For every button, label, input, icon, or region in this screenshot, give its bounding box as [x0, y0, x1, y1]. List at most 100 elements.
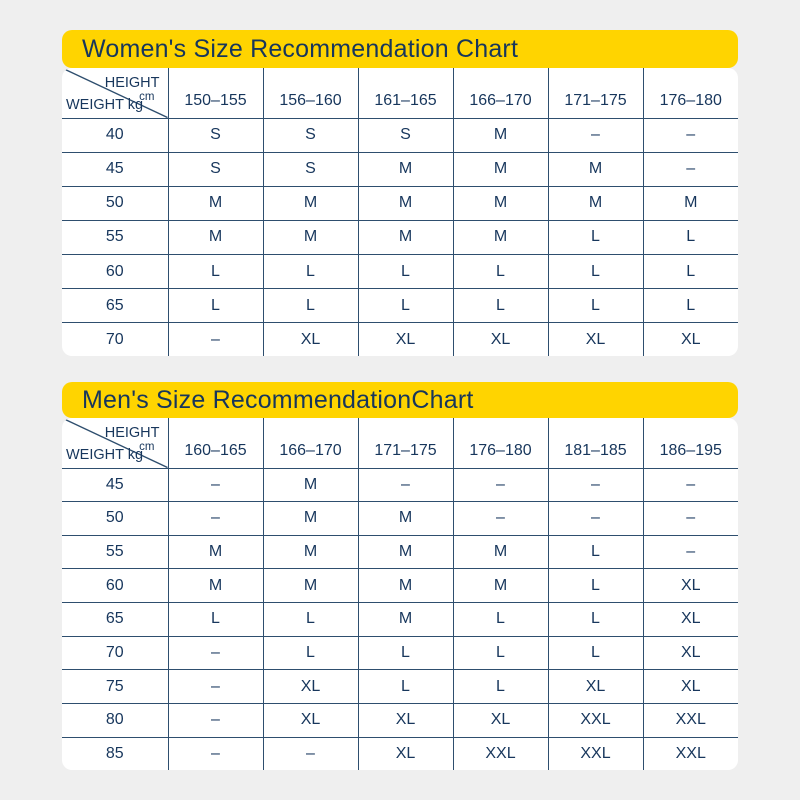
size-cell: L	[547, 602, 643, 637]
size-cell: M	[452, 117, 548, 153]
mens-chart-title: Men's Size RecommendationChart	[82, 385, 474, 414]
height-axis-label: HEIGHT	[104, 425, 160, 441]
table-row: 65 L L M L L XL	[62, 602, 738, 637]
table-row: 60 M M M M L XL	[62, 568, 738, 603]
col-header-height: 161–165	[357, 68, 453, 118]
size-cell: –	[547, 501, 643, 536]
table-row: 40 S S S M – –	[62, 117, 738, 153]
table-row: 75– XL L L XL XL	[62, 669, 738, 704]
womens-size-table: HEIGHT cm WEIGHT kg 150–155 156–160 161–…	[62, 68, 738, 356]
row-header-weight: 80	[62, 702, 168, 738]
row-header-weight: 70	[62, 322, 168, 356]
size-cell: XL	[357, 322, 453, 356]
size-cell: –	[642, 467, 738, 502]
size-cell: L	[452, 602, 548, 637]
size-cell: M	[262, 219, 358, 255]
size-cell: M	[547, 185, 643, 221]
height-unit-label: cm	[139, 441, 155, 453]
womens-size-chart-section: Women's Size Recommendation Chart HEIGHT…	[62, 30, 738, 356]
size-cell: L	[262, 635, 358, 670]
table-row: 80– XL XL XL XXL XXL	[62, 702, 738, 738]
size-cell: S	[167, 151, 263, 187]
size-cell: M	[357, 602, 453, 637]
size-cell: XL	[357, 736, 453, 770]
size-cell: L	[262, 288, 358, 323]
size-cell: L	[357, 635, 453, 670]
col-header-height: 171–175	[547, 68, 643, 118]
size-cell: –	[642, 534, 738, 569]
row-header-weight: 45	[62, 467, 168, 502]
size-cell: –	[167, 736, 263, 770]
weight-axis-label: WEIGHT kg	[66, 446, 144, 463]
size-cell: –	[167, 635, 263, 670]
size-cell: M	[262, 467, 358, 502]
size-cell: L	[357, 669, 453, 704]
table-header-row: HEIGHT cm WEIGHT kg 160–165 166–170 171–…	[62, 418, 738, 468]
size-cell: XXL	[642, 736, 738, 770]
size-cell: L	[547, 534, 643, 569]
size-cell: S	[167, 117, 263, 153]
size-cell: M	[167, 185, 263, 221]
height-unit-label: cm	[139, 91, 155, 103]
weight-axis-label: WEIGHT kg	[66, 96, 144, 113]
size-cell: –	[167, 702, 263, 738]
size-cell: XXL	[547, 702, 643, 738]
row-header-weight: 40	[62, 117, 168, 153]
mens-chart-card: HEIGHT cm WEIGHT kg 160–165 166–170 171–…	[62, 418, 738, 770]
size-cell: M	[167, 568, 263, 603]
size-cell: L	[642, 253, 738, 289]
row-header-weight: 70	[62, 635, 168, 670]
size-cell: M	[167, 534, 263, 569]
size-cell: XL	[642, 635, 738, 670]
size-cell: L	[167, 602, 263, 637]
size-cell: M	[262, 568, 358, 603]
size-cell: M	[262, 534, 358, 569]
size-cell: M	[357, 534, 453, 569]
row-header-weight: 55	[62, 219, 168, 255]
size-cell: M	[642, 185, 738, 221]
size-cell: –	[167, 669, 263, 704]
table-row: 65 L L L L L L	[62, 288, 738, 323]
size-cell: –	[642, 151, 738, 187]
size-cell: M	[357, 151, 453, 187]
mens-chart-title-banner: Men's Size RecommendationChart	[62, 382, 738, 418]
size-cell: M	[262, 501, 358, 536]
table-row: 55 M M M M L –	[62, 534, 738, 569]
size-cell: M	[357, 219, 453, 255]
size-cell: –	[357, 467, 453, 502]
size-cell: XL	[642, 568, 738, 603]
table-row: 50– M M – – –	[62, 501, 738, 536]
diagonal-divider-line	[62, 68, 168, 118]
col-header-height: 166–170	[452, 68, 548, 118]
size-cell: L	[452, 669, 548, 704]
womens-chart-card: HEIGHT cm WEIGHT kg 150–155 156–160 161–…	[62, 68, 738, 356]
table-row: 85– – XL XXL XXL XXL	[62, 736, 738, 770]
size-cell: L	[452, 635, 548, 670]
table-row: 55 M M M M L L	[62, 219, 738, 255]
col-header-height: 150–155	[167, 68, 263, 118]
size-cell: –	[167, 467, 263, 502]
size-cell: –	[452, 467, 548, 502]
col-header-height: 186–195	[642, 418, 738, 468]
size-cell: L	[262, 253, 358, 289]
row-header-weight: 60	[62, 253, 168, 289]
size-cell: M	[452, 568, 548, 603]
size-cell: L	[357, 253, 453, 289]
size-cell: –	[547, 117, 643, 153]
corner-header-cell: HEIGHT cm WEIGHT kg	[62, 418, 168, 468]
table-row: 45– M – – – –	[62, 467, 738, 502]
size-cell: M	[547, 151, 643, 187]
size-cell: M	[452, 219, 548, 255]
size-cell: XL	[452, 322, 548, 356]
size-cell: L	[642, 219, 738, 255]
col-header-height: 166–170	[262, 418, 358, 468]
size-cell: M	[167, 219, 263, 255]
size-cell: L	[547, 568, 643, 603]
size-cell: XL	[357, 702, 453, 738]
size-cell: XXL	[452, 736, 548, 770]
size-cell: XL	[262, 322, 358, 356]
size-cell: M	[452, 151, 548, 187]
row-header-weight: 50	[62, 185, 168, 221]
size-cell: L	[167, 253, 263, 289]
size-cell: L	[357, 288, 453, 323]
